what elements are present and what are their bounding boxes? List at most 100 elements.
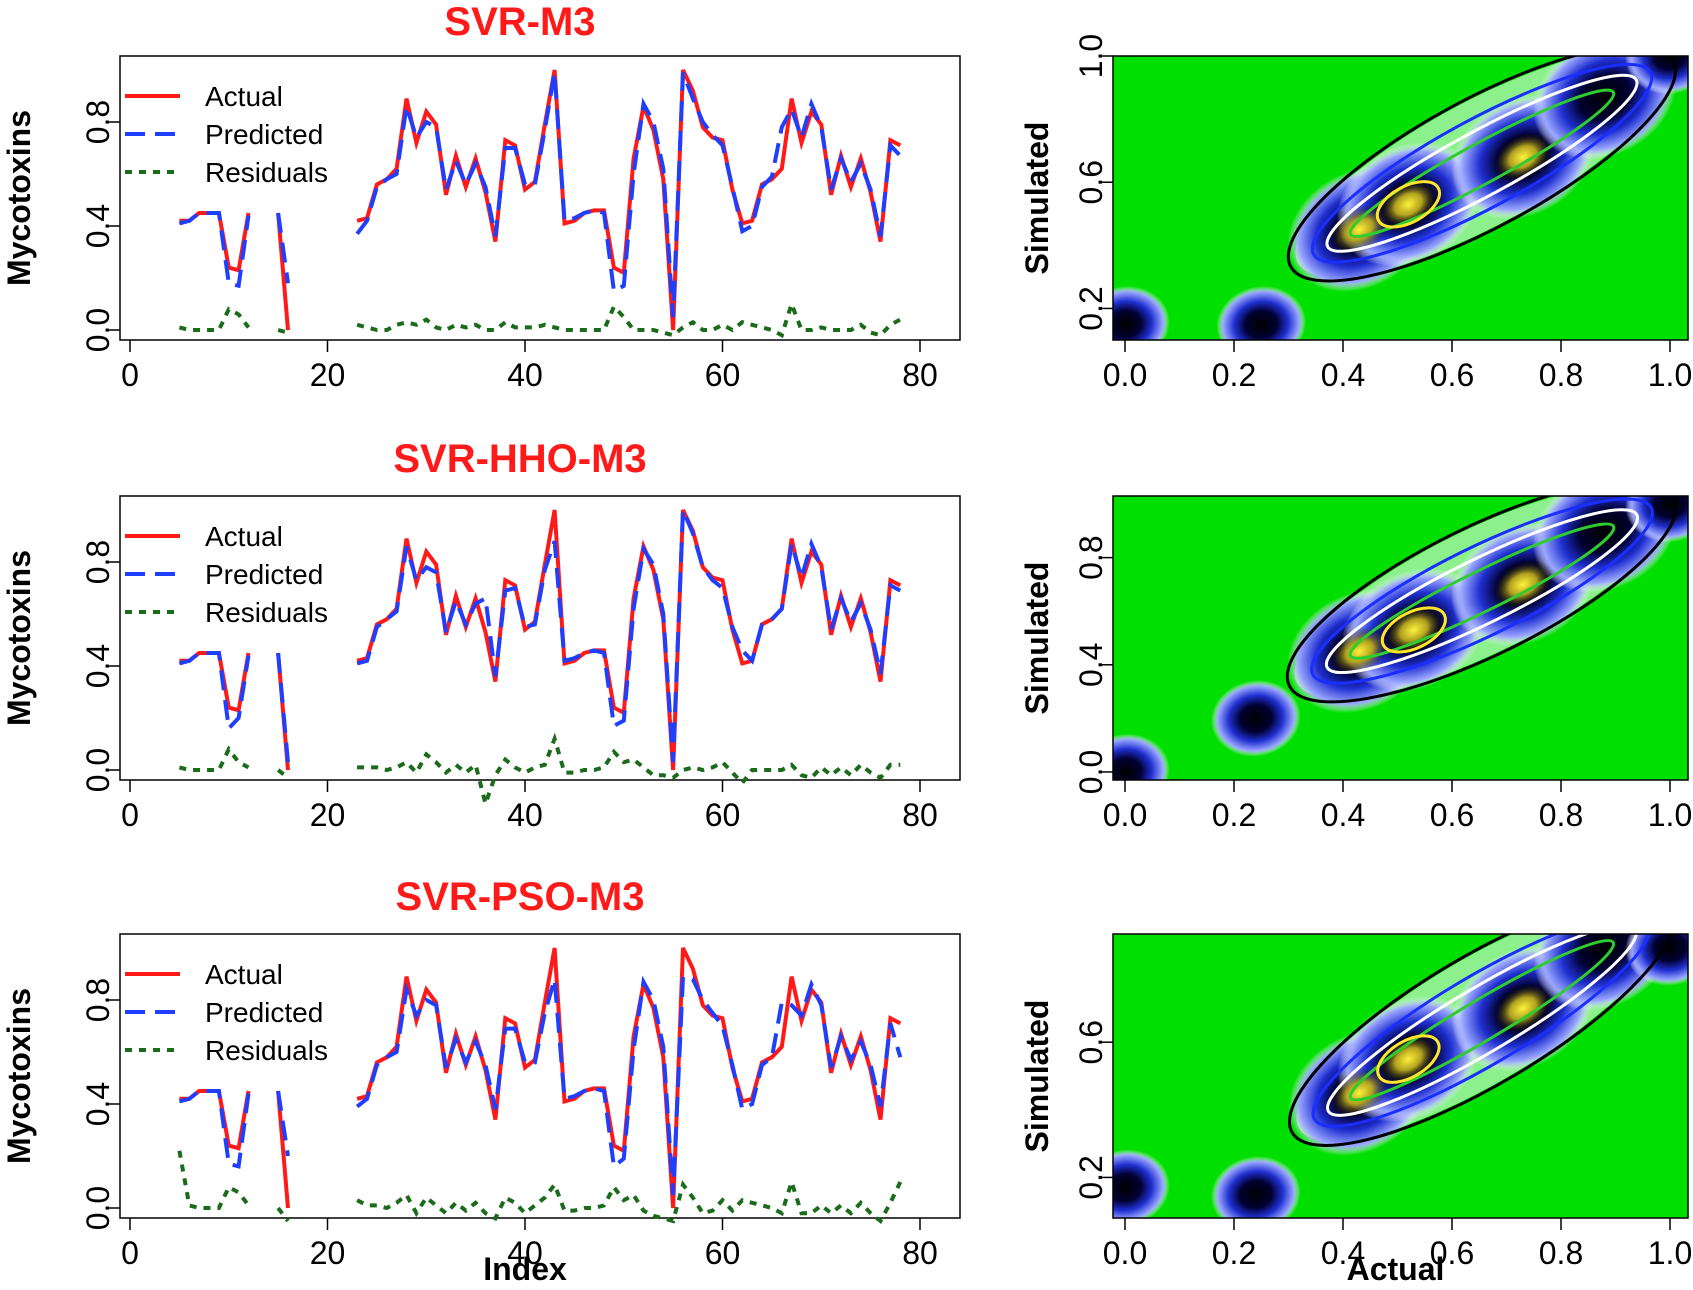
density-contour (1310, 497, 1654, 685)
y-tick-label: 0.4 (1073, 643, 1109, 687)
legend: Actual Predicted Residuals (125, 959, 328, 1066)
series-residuals-line (276, 768, 290, 780)
y-axis-label: Mycotoxins (1, 110, 37, 286)
y-tick-label: 0.0 (80, 748, 116, 792)
x-tick-label: 80 (902, 797, 938, 833)
density-contour (1348, 88, 1616, 238)
density-contour (1326, 934, 1638, 1117)
x-tick-label: 0.2 (1212, 1235, 1256, 1271)
x-tick-label: 0.6 (1430, 357, 1474, 393)
y-axis-label: Simulated (1019, 122, 1055, 275)
y-axis-label: Simulated (1019, 1000, 1055, 1153)
density-core (1493, 983, 1553, 1034)
density-contour (1287, 934, 1676, 1147)
panel-title: SVR-HHO-M3 (393, 437, 646, 481)
x-tick-label: 1.0 (1648, 797, 1692, 833)
density-field (1113, 934, 1688, 1218)
legend-label-actual: Actual (205, 959, 283, 990)
x-tick-label: 60 (705, 1235, 741, 1271)
x-tick-label: 0.8 (1539, 357, 1583, 393)
density-blob (1210, 680, 1301, 757)
density-panel-3: 0.0 0.2 0.4 0.6 0.8 1.0 0.2 0.6 Simulated Actual (1019, 933, 1692, 1287)
x-tick-label: 0.6 (1430, 1235, 1474, 1271)
series-predicted-line (355, 71, 902, 318)
legend-label-residuals: Residuals (205, 157, 328, 188)
x-tick-label: 0.4 (1321, 797, 1365, 833)
density-field (1113, 496, 1688, 780)
density-contour (1325, 73, 1639, 253)
x-tick-label: 60 (705, 797, 741, 833)
panel-title: SVR-M3 (444, 0, 595, 44)
y-tick-label: 0.2 (1073, 1155, 1109, 1199)
series-residuals-line (356, 297, 902, 339)
density-blob (1113, 285, 1170, 340)
legend-label-predicted: Predicted (205, 119, 323, 150)
x-tick-label: 0.4 (1321, 357, 1365, 393)
plot-frame (119, 495, 961, 781)
plot-frame (1112, 495, 1689, 781)
y-axis-label: Mycotoxins (1, 550, 37, 726)
series-predicted-line (178, 211, 251, 289)
legend-label-residuals: Residuals (205, 1035, 328, 1066)
x-tick-label: 1.0 (1648, 1235, 1692, 1271)
line-panel-3: SVR-PSO-M3 0 20 40 60 80 0.0 0.4 0.8 Mycotoxins In… (1, 875, 961, 1287)
x-tick-label: 1.0 (1648, 357, 1692, 393)
line-panel-1: SVR-M3 0 20 40 60 80 0.0 0.4 0.8 Mycotoxins Actual… (1, 0, 961, 393)
y-tick-label: 0.0 (80, 308, 116, 352)
x-tick-label: 0.2 (1212, 797, 1256, 833)
density-contour (1311, 934, 1653, 1128)
x-tick-label: 20 (310, 1235, 346, 1271)
series-predicted-line (276, 652, 290, 763)
density-contour (1310, 62, 1654, 264)
plot-frame (119, 933, 961, 1219)
density-blob (1216, 285, 1307, 340)
x-tick-label: 40 (507, 1235, 543, 1271)
y-tick-label: 0.4 (80, 1082, 116, 1126)
x-tick-label: 0.2 (1212, 357, 1256, 393)
density-contour (1348, 939, 1616, 1102)
y-tick-label: 1.0 (1073, 34, 1109, 78)
x-tick-label: 0.6 (1430, 797, 1474, 833)
series-residuals-line (276, 1206, 290, 1223)
density-contour-core (1375, 180, 1442, 229)
series-residuals-line (277, 328, 289, 335)
density-blob (1113, 733, 1170, 780)
density-blob (1113, 1149, 1170, 1218)
line-panel-2: SVR-HHO-M3 0 20 40 60 80 0.0 0.4 0.8 Mycotoxins Ac… (1, 437, 961, 833)
y-tick-label: 0.6 (1073, 160, 1109, 204)
density-field (1113, 56, 1688, 340)
x-tick-label: 80 (902, 357, 938, 393)
density-panel-2: 0.0 0.2 0.4 0.6 0.8 1.0 0.0 0.4 0.8 Simulated (1019, 495, 1692, 833)
y-tick-label: 0.0 (80, 1186, 116, 1230)
series-predicted-line (355, 974, 903, 1196)
x-tick-label: 0.4 (1321, 1235, 1365, 1271)
series-predicted-line (356, 509, 902, 763)
density-contour-core (1380, 606, 1447, 654)
density-blob (1210, 1156, 1301, 1218)
y-tick-label: 0.6 (1073, 1020, 1109, 1064)
x-tick-label: 20 (310, 357, 346, 393)
density-contour-core (1376, 1034, 1441, 1084)
x-tick-label: 20 (310, 797, 346, 833)
density-contour (1286, 56, 1678, 283)
series-residuals-line (178, 745, 250, 772)
legend-label-predicted: Predicted (205, 997, 323, 1028)
legend: Actual Predicted Residuals (125, 521, 328, 628)
legend: Actual Predicted Residuals (125, 81, 328, 188)
legend-label-predicted: Predicted (205, 559, 323, 590)
density-contour (1348, 522, 1616, 660)
series-predicted-line (276, 212, 290, 284)
plot-frame (119, 55, 961, 341)
y-axis-label: Mycotoxins (1, 988, 37, 1164)
x-tick-label: 0.0 (1103, 357, 1147, 393)
y-tick-label: 0.4 (80, 644, 116, 688)
series-predicted-line (178, 651, 251, 733)
x-tick-label: 0.8 (1539, 1235, 1583, 1271)
series-predicted-line (178, 1089, 251, 1169)
x-tick-label: 0.8 (1539, 797, 1583, 833)
series-residuals-line (357, 732, 901, 811)
x-tick-label: 0.0 (1103, 797, 1147, 833)
density-blob (1625, 496, 1688, 543)
x-tick-label: 0 (121, 1235, 139, 1271)
